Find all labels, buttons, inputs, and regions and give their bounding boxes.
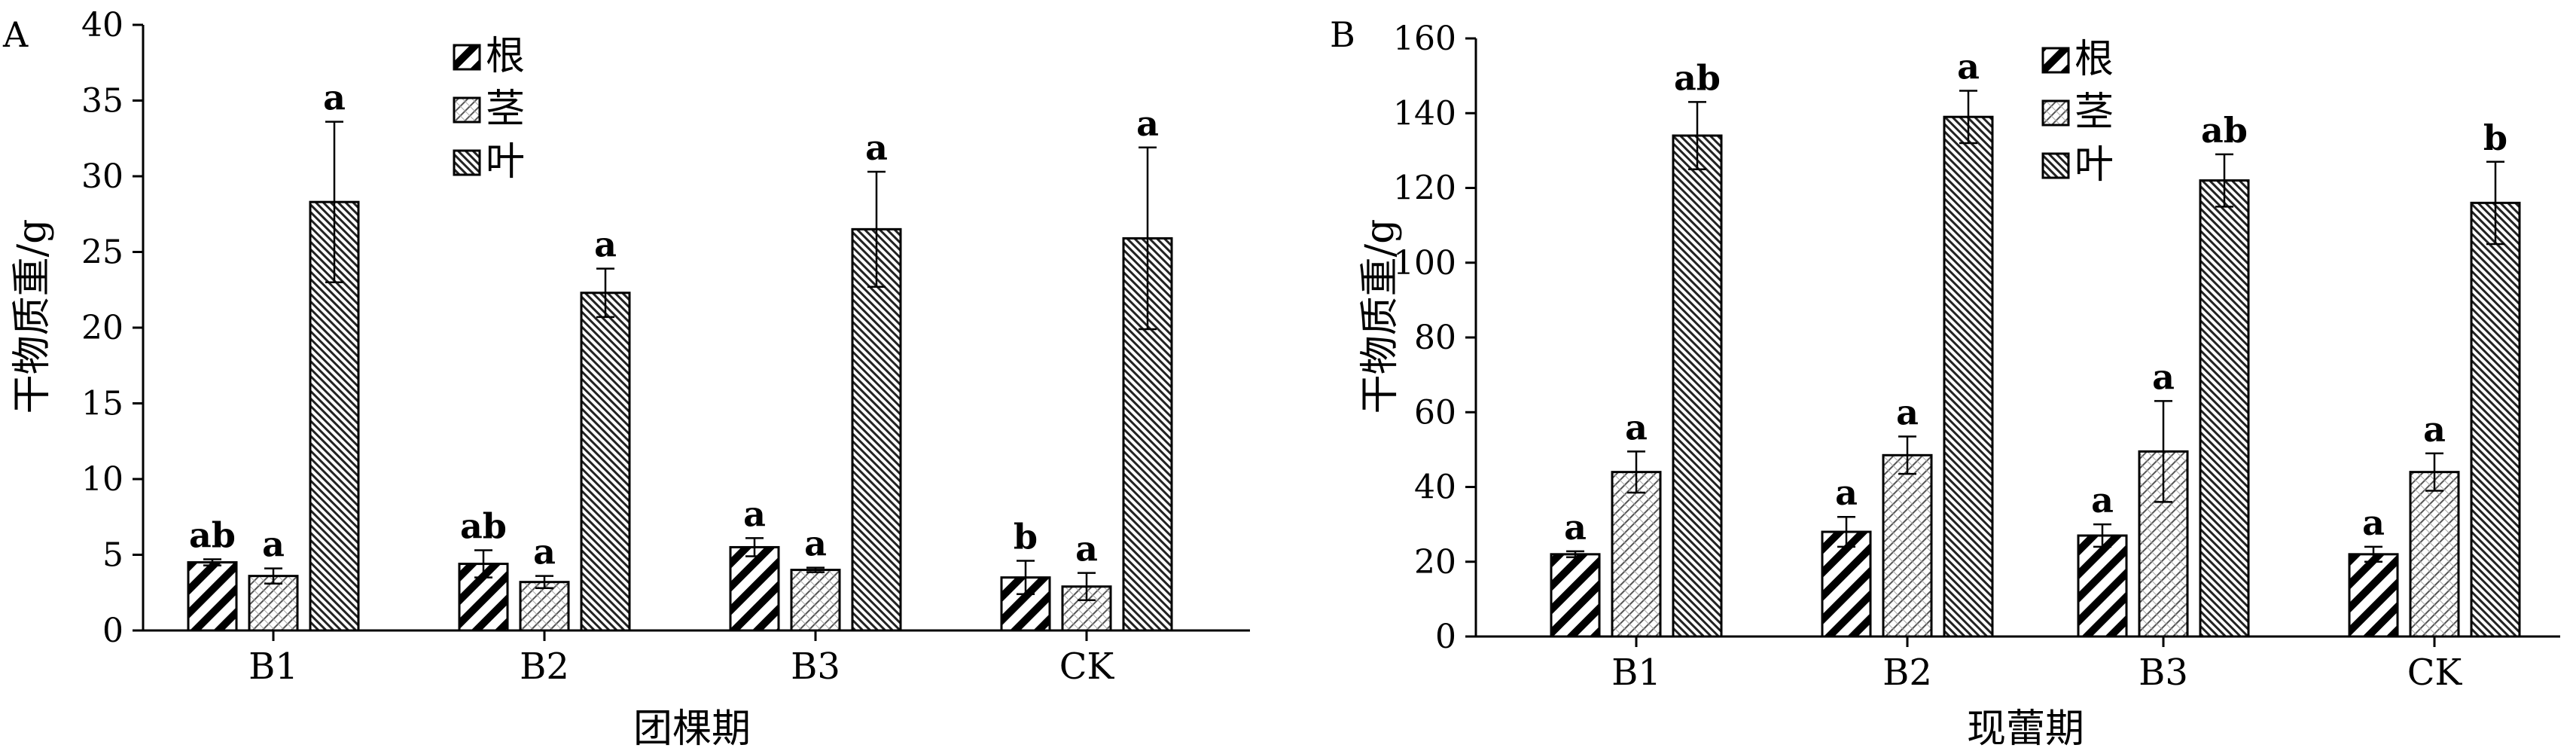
significance-label: a — [1075, 529, 1098, 569]
significance-label: ab — [1674, 57, 1721, 98]
significance-label: a — [1625, 407, 1648, 447]
legend-swatch-leaf — [453, 149, 481, 176]
bar-leaf-b3 — [851, 227, 902, 632]
bar-leaf-b2 — [1943, 115, 1994, 638]
y-tick-label: 140 — [1393, 94, 1456, 133]
significance-label: a — [1896, 392, 1919, 433]
bar-leaf-b1 — [309, 200, 360, 632]
significance-label: a — [594, 224, 617, 265]
significance-label: a — [323, 78, 346, 118]
y-tick-label: 40 — [1414, 469, 1456, 507]
legend-label-root: 根 — [486, 34, 525, 79]
bar-stem-b2 — [1882, 453, 1933, 638]
bar-leaf-b3 — [2199, 179, 2250, 638]
significance-label: a — [2362, 502, 2385, 543]
significance-label: a — [743, 493, 766, 534]
legend: 根 茎 叶 — [453, 34, 525, 185]
panel-label: A — [2, 14, 29, 55]
bar-leaf-ck — [2470, 201, 2521, 638]
y-tick-label: 80 — [1414, 319, 1456, 357]
x-category-label: B2 — [1882, 652, 1932, 694]
significance-label: ab — [2201, 110, 2248, 151]
y-axis-title: 干物质重/g — [1358, 219, 1403, 414]
legend-label-stem: 茎 — [2075, 90, 2114, 135]
bar-root-ck — [2348, 553, 2399, 638]
bar-root-b3 — [2077, 534, 2128, 638]
bar-root-b1 — [187, 561, 238, 632]
bar-root-b2 — [1821, 530, 1872, 638]
legend-label-root: 根 — [2075, 37, 2114, 82]
y-tick-label: 25 — [81, 234, 123, 272]
significance-label: a — [1136, 103, 1159, 144]
bar-stem-ck — [2409, 471, 2460, 638]
chart-panel-b: B 干物质重/g 现蕾期 根 茎 叶 0 20 40 60 80 100 120 140 160… — [1330, 14, 2560, 752]
x-axis-title: 团棵期 — [633, 707, 751, 752]
bar-root-b3 — [729, 545, 780, 632]
y-tick-label: 20 — [1414, 543, 1456, 582]
y-tick-label: 60 — [1414, 393, 1456, 432]
bar-leaf-b1 — [1672, 134, 1723, 638]
x-category-label: B1 — [248, 646, 298, 688]
significance-label: ab — [460, 505, 507, 546]
bar-stem-b1 — [1611, 471, 1662, 638]
significance-label: a — [2152, 356, 2175, 397]
legend-swatch-root — [2041, 47, 2070, 74]
significance-label: b — [2483, 118, 2507, 158]
significance-label: a — [1957, 46, 1980, 87]
significance-label: a — [865, 127, 888, 168]
legend-swatch-stem — [453, 96, 481, 124]
significance-label: a — [804, 524, 827, 564]
bar-stem-b3 — [790, 569, 841, 632]
legend-label-stem: 茎 — [486, 87, 525, 132]
legend-swatch-root — [453, 44, 481, 71]
significance-label: a — [2423, 409, 2446, 450]
x-category-label: B2 — [520, 646, 569, 688]
legend-swatch-leaf — [2041, 152, 2070, 179]
y-tick-label: 15 — [81, 385, 123, 423]
bar-root-ck — [1000, 576, 1051, 632]
significance-label: a — [1564, 507, 1587, 548]
x-axis-title: 现蕾期 — [1967, 707, 2084, 752]
significance-label: a — [533, 532, 556, 572]
y-tick-label: 35 — [81, 82, 123, 121]
panel-label: B — [1330, 14, 1355, 55]
y-axis-title: 干物质重/g — [10, 219, 55, 414]
legend: 根 茎 叶 — [2041, 37, 2114, 188]
legend-label-leaf: 叶 — [486, 139, 525, 185]
y-tick-label: 10 — [81, 460, 123, 499]
y-tick-label: 20 — [81, 309, 123, 347]
significance-label: a — [262, 524, 285, 565]
y-tick-label: 30 — [81, 157, 123, 196]
x-category-label: CK — [2407, 652, 2463, 694]
x-category-label: B3 — [2139, 652, 2188, 694]
significance-label: ab — [189, 515, 236, 556]
bar-root-b1 — [1550, 553, 1601, 638]
legend-swatch-stem — [2041, 99, 2070, 127]
legend-label-leaf: 叶 — [2075, 142, 2114, 188]
significance-label: a — [2091, 480, 2114, 520]
bar-leaf-b2 — [580, 292, 631, 632]
x-category-label: CK — [1059, 646, 1115, 688]
y-tick-label: 100 — [1393, 244, 1456, 282]
y-tick-label: 160 — [1393, 20, 1456, 58]
y-tick-label: 40 — [81, 6, 123, 44]
y-tick-label: 0 — [102, 612, 123, 650]
y-tick-label: 5 — [102, 536, 123, 575]
significance-label: b — [1014, 517, 1038, 557]
bar-stem-b2 — [519, 581, 570, 632]
x-category-label: B3 — [791, 646, 840, 688]
y-tick-label: 120 — [1393, 169, 1456, 208]
x-category-label: B1 — [1611, 652, 1661, 694]
significance-label: a — [1835, 472, 1858, 513]
y-tick-label: 0 — [1435, 618, 1456, 656]
